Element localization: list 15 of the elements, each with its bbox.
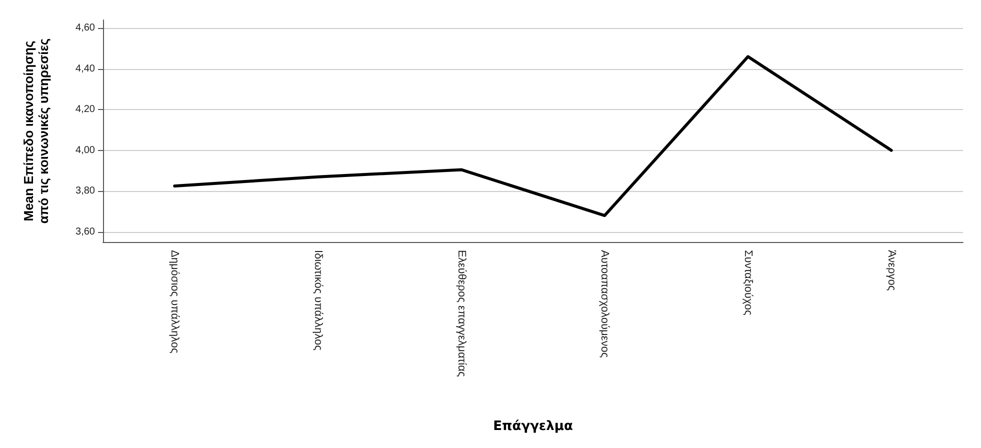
y-tick-label: 4,00 xyxy=(76,144,96,156)
x-tick-label: Συνταξιούχος xyxy=(742,250,754,316)
y-tick-label: 4,40 xyxy=(76,63,96,74)
x-tick-label: Αυτοαπασχολούμενος xyxy=(598,250,611,358)
y-axis-title: Mean Επίπεδο ικανοποίησης από τις κοινωνικές υπηρεσίες xyxy=(21,38,51,224)
y-tick-label: 3,60 xyxy=(76,226,96,238)
x-tick-label: Ελεύθερος επαγγελματίας xyxy=(455,250,468,377)
y-tick-label: 4,20 xyxy=(76,104,96,116)
x-tick-label: Ιδιωτικός υπάλληλος xyxy=(312,250,324,350)
x-tick-label: Δημόσιος υπάλληλος xyxy=(168,250,181,354)
x-tick-label: Άνεργος xyxy=(885,250,898,291)
line-series xyxy=(173,55,893,218)
x-axis-title: Επάγγελμα xyxy=(493,419,573,434)
y-tick-label: 4,60 xyxy=(76,22,96,34)
y-tick-label: 3,80 xyxy=(76,186,96,197)
